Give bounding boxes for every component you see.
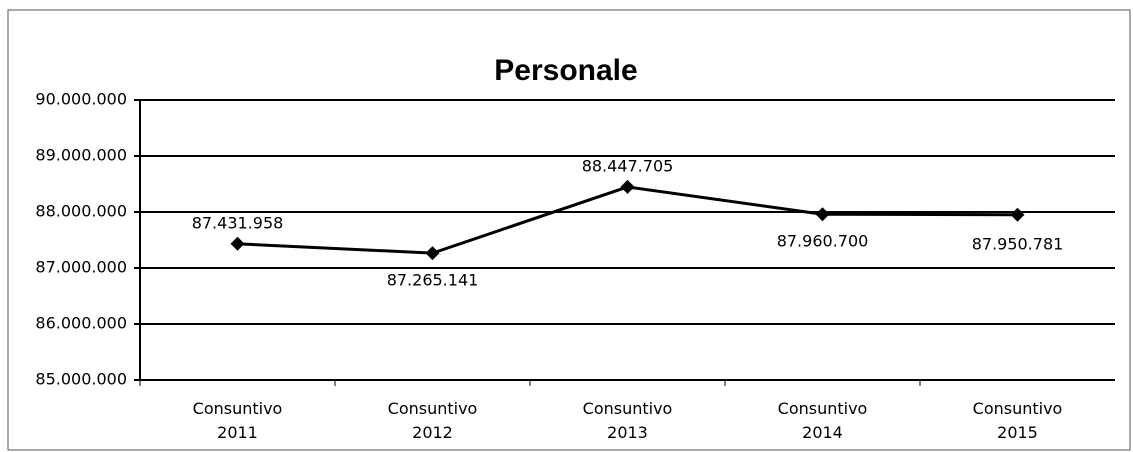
x-tick-label: Consuntivo 2011 [192, 399, 283, 442]
y-tick-label: 89.000.000 [35, 146, 127, 165]
y-tick-label: 85.000.000 [35, 370, 127, 389]
marker [620, 179, 635, 194]
data-label: 87.265.141 [387, 271, 479, 290]
y-tick-label: 87.000.000 [35, 258, 127, 277]
data-label: 88.447.705 [582, 156, 674, 175]
y-tick-label: 88.000.000 [35, 202, 127, 221]
data-label: 87.950.781 [972, 234, 1064, 253]
chart-title: Personale [494, 54, 637, 87]
x-tick-label: Consuntivo 2014 [777, 399, 868, 442]
x-tick-label: Consuntivo 2012 [387, 399, 478, 442]
marker [425, 246, 440, 261]
y-tick-label: 86.000.000 [35, 314, 127, 333]
y-tick-label: 90.000.000 [35, 90, 127, 109]
x-tick-label: Consuntivo 2015 [972, 399, 1063, 442]
marker [815, 207, 830, 222]
x-tick-label: Consuntivo 2013 [582, 399, 673, 442]
chart-frame [7, 9, 1131, 451]
line [237, 185, 1018, 255]
data-label: 87.960.700 [777, 232, 869, 251]
marker [1010, 207, 1025, 222]
data-label: 87.431.958 [192, 213, 284, 232]
marker [230, 236, 245, 251]
